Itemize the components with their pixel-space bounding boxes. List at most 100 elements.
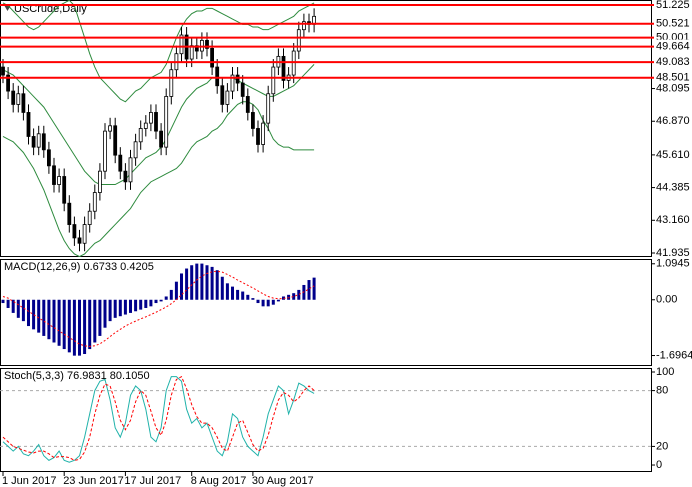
candle-body [92,192,97,212]
macd-bar [83,299,87,355]
candle-body [271,66,276,95]
y-tick-label: 80 [656,385,668,397]
candle-body [82,224,87,244]
x-tick-label: 23 Jun 2017 [63,475,124,487]
candle-body [16,93,21,105]
macd-bar [271,299,275,305]
y-tick-label: 45.610 [656,149,690,161]
macd-bar [210,266,214,300]
macd-bar [129,299,132,313]
candle-body [266,93,271,124]
macd-bar [1,299,5,304]
candle-body [143,122,148,129]
macd-bar [159,299,163,302]
candle-body [72,224,77,239]
macd-bar [11,299,15,313]
macd-bar [139,299,143,310]
macd-bar [67,299,71,353]
x-tick-label: 17 Jul 2017 [124,475,181,487]
y-tick-label: 100 [656,366,674,378]
level-label-bg [654,55,692,69]
macd-bar [21,299,25,322]
candle-body [250,112,255,129]
panel-frame [0,259,652,366]
level-label: 49.664 [656,41,690,53]
candle-body [138,128,143,143]
macd-bar [98,299,102,336]
level-label: 49.083 [656,56,690,68]
macd-bar [195,263,199,300]
candle-body [148,112,153,124]
macd-bar [220,276,224,300]
candle-body [205,39,209,49]
candle-body [77,237,82,244]
candle-body [67,202,72,225]
stoch-title: Stoch(5,3,3) 76.9831 80.1050 [4,370,150,382]
macd-bar [16,299,20,318]
candle-body [123,170,128,183]
candle-body [36,133,41,148]
macd-bar [149,299,153,307]
signal-line [2,270,315,347]
candle-body [225,90,230,105]
macd-bar [78,299,81,356]
plot-area [1,0,317,257]
x-tick-label: 8 Aug 2017 [191,475,247,487]
y-tick-label: 20 [656,440,668,452]
candle-body [281,55,286,81]
macd-bar [164,296,168,300]
candle-body [52,165,56,185]
candle-body [47,149,51,167]
macd-bar [47,299,51,340]
macd-bar [236,289,240,300]
macd-bar [292,293,296,300]
level-label-bg [654,39,692,53]
macd-bar [103,299,107,328]
y-tick-label: 46.870 [656,115,690,127]
candle-body [169,69,174,97]
y-tick-label: 41.935 [656,247,690,259]
macd-bar [174,281,178,300]
macd-bar [205,265,209,300]
candle-body [11,90,16,105]
macd-bar [190,265,194,300]
macd-bar [32,299,36,330]
macd-bar [185,268,189,300]
band-line [2,64,315,186]
candle-body [26,112,31,137]
macd-bar [266,299,270,307]
macd-bar [134,299,138,312]
macd-bar [312,277,316,300]
macd-bar [123,299,127,315]
candle-body [296,29,301,52]
macd-bar [231,286,234,300]
macd-bar [6,299,10,308]
candle-body [245,96,250,113]
candle-body [133,141,138,159]
band-line [2,0,315,103]
macd-bar [113,299,117,318]
panel-frame [0,0,652,257]
macd-bar [297,289,301,300]
candle-body [301,21,306,31]
macd-bar [144,299,148,308]
candle-body [21,93,26,113]
candle-body [98,170,102,193]
candle-body [179,34,184,55]
y-tick-label: -1.6964 [656,349,692,361]
candle-body [240,82,245,97]
band-line [2,101,315,257]
x-tick-label: 1 Jun 2017 [2,475,56,487]
candle-body [154,112,158,132]
candle-body [31,136,36,148]
macd-bar [180,273,183,300]
y-tick-label: 43.160 [656,214,690,226]
macd-bar [88,299,92,350]
macd-bar [93,299,97,343]
level-label: 48.501 [656,72,690,84]
macd-bar [261,299,265,307]
macd-title: MACD(12,26,9) 0.6733 0.4205 [4,261,154,273]
candle-body [256,128,260,145]
candle-body [261,122,266,145]
